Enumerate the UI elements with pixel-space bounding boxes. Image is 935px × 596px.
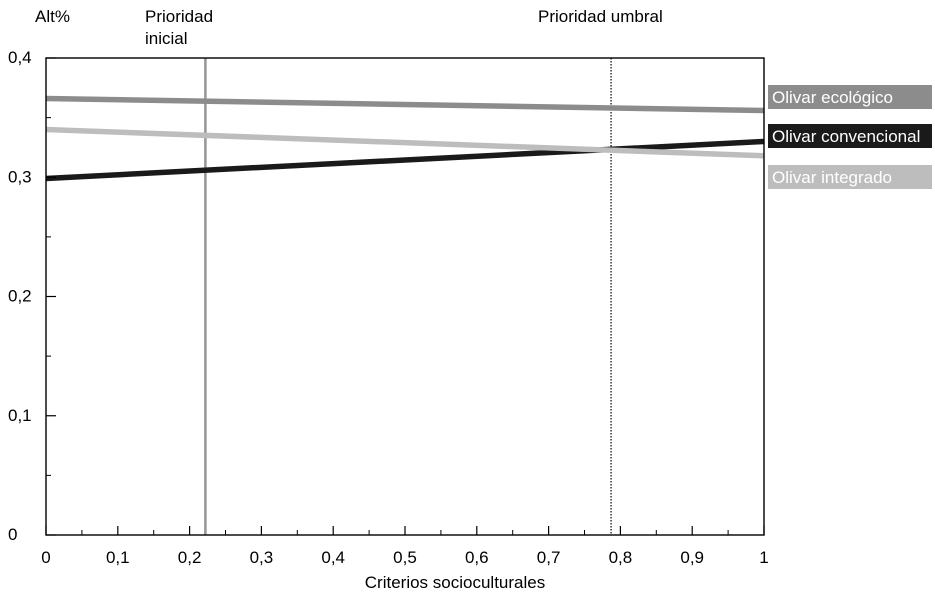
legend-label: Olivar ecológico [772, 88, 893, 107]
annotation-label: Prioridad umbral [538, 7, 663, 26]
legend-label: Olivar integrado [772, 168, 892, 187]
annotation-label: Prioridad [145, 7, 213, 26]
x-tick-label: 0,6 [465, 548, 489, 567]
x-axis-label: Criterios socioculturales [365, 573, 545, 592]
legend-item: Olivar integrado [768, 165, 932, 189]
x-tick-label: 0,9 [680, 548, 704, 567]
series-line [45, 95, 765, 114]
legend-item: Olivar ecológico [768, 85, 932, 109]
legend-box [768, 85, 932, 109]
x-tick-label: 0,8 [609, 548, 633, 567]
x-tick-label: 0,1 [106, 548, 130, 567]
legend: Olivar ecológico Olivar convencional Oliva… [768, 85, 932, 189]
series-layer [45, 95, 765, 182]
x-ticks: 0 0,1 0,2 0,3 0,4 0,5 0,6 0,7 0,8 0,9 1 [41, 526, 769, 567]
x-tick-label: 0,3 [250, 548, 274, 567]
y-axis-label: Alt% [35, 7, 70, 26]
y-tick-label: 0,1 [8, 406, 32, 425]
legend-item: Olivar convencional [768, 124, 932, 148]
annotations-layer: Prioridad inicial Prioridad umbral [145, 7, 663, 535]
x-tick-label: 0 [41, 548, 50, 567]
y-ticks: 0 0,1 0,2 0,3 0,4 [8, 48, 56, 544]
legend-label: Olivar convencional [772, 127, 920, 146]
x-tick-label: 0,4 [321, 548, 345, 567]
y-tick-label: 0 [8, 525, 17, 544]
x-tick-label: 0,5 [393, 548, 417, 567]
x-tick-label: 1 [759, 548, 768, 567]
annotation-label: inicial [145, 29, 188, 48]
x-tick-label: 0,7 [537, 548, 561, 567]
x-tick-label: 0,2 [178, 548, 202, 567]
y-tick-label: 0,2 [8, 287, 32, 306]
legend-box [768, 124, 932, 148]
plot-frame [45, 57, 765, 536]
y-tick-label: 0,3 [8, 167, 32, 186]
series-line [45, 126, 765, 159]
axes-layer [45, 57, 765, 536]
series-line [45, 138, 765, 182]
legend-box [768, 165, 932, 189]
y-tick-label: 0,4 [8, 48, 32, 67]
